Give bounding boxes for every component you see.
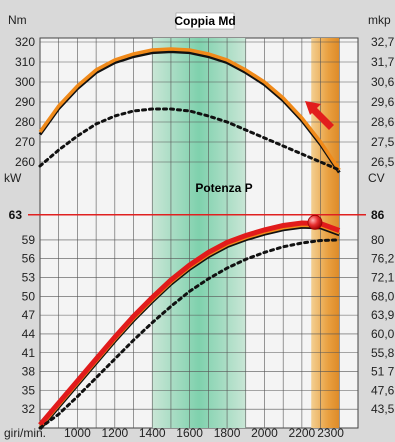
- torque-left-tick: 260: [15, 155, 35, 169]
- axis-labels: 320 310 300 290 280 270 260 32,7 31,7 30,6 29,6 28,…: [9, 35, 395, 440]
- power-right-tick: 76,2: [371, 252, 395, 266]
- power-left-tick: 35: [22, 383, 36, 397]
- torque-left-tick: 280: [15, 115, 35, 129]
- x-tick-label: 1000: [64, 426, 91, 440]
- x-tick-label: 2000: [251, 426, 278, 440]
- power-right-tick: 60,0: [371, 327, 395, 341]
- power-left-tick: 59: [22, 233, 36, 247]
- torque-left-tick: 320: [15, 35, 35, 49]
- power-curve: [38, 220, 341, 427]
- power-left-tick: 47: [22, 308, 36, 322]
- torque-title-bg: [175, 12, 235, 30]
- torque-title: Coppia Md: [174, 14, 235, 28]
- power-left-tick: 44: [22, 327, 36, 341]
- torque-right-tick: 30,6: [371, 75, 395, 89]
- power-right-tick: 68,0: [371, 289, 395, 303]
- torque-right-tick: 26,5: [371, 155, 395, 169]
- power-left-tick: 38: [22, 365, 36, 379]
- torque-left-tick: 270: [15, 135, 35, 149]
- x-tick-label: 2200: [289, 426, 316, 440]
- torque-right-tick: 32,7: [371, 35, 395, 49]
- torque-right-tick: 28,6: [371, 115, 395, 129]
- torque-right-tick: 27,5: [371, 135, 395, 149]
- left-unit-torque: Nm: [8, 13, 27, 27]
- right-unit-torque: mkp: [368, 13, 391, 27]
- power-title: Potenza P: [195, 181, 252, 195]
- left-unit-power: kW: [4, 171, 22, 185]
- power-left-tick: 50: [22, 289, 36, 303]
- x-tick-label: 1400: [139, 426, 166, 440]
- power-left-tick: 32: [22, 402, 36, 416]
- power-left-tick: 63: [9, 208, 23, 222]
- power-left-tick: 41: [22, 346, 36, 360]
- torque-left-tick: 310: [15, 55, 35, 69]
- x-axis-label: giri/min.: [4, 426, 46, 440]
- power-right-tick: 51 7: [371, 365, 395, 379]
- green-band: [152, 38, 246, 428]
- power-right-tick: 55,8: [371, 346, 395, 360]
- x-tick-label: 2300: [317, 426, 344, 440]
- torque-left-tick: 290: [15, 95, 35, 109]
- torque-right-tick: 29,6: [371, 95, 395, 109]
- power-left-tick: 56: [22, 252, 36, 266]
- torque-left-tick: 300: [15, 75, 35, 89]
- torque-curve: [38, 47, 341, 171]
- power-right-tick: 47,6: [371, 383, 395, 397]
- x-tick-label: 1200: [101, 426, 128, 440]
- power-left-tick: 53: [22, 271, 36, 285]
- power-right-tick: 72,1: [371, 271, 395, 285]
- torque-right-tick: 31,7: [371, 55, 395, 69]
- power-right-tick: 43,5: [371, 402, 395, 416]
- right-unit-power: CV: [368, 171, 385, 185]
- x-tick-label: 1800: [214, 426, 241, 440]
- max-power-marker: [307, 214, 323, 230]
- power-right-tick: 80: [371, 233, 385, 247]
- torque-curve-dotted: [38, 107, 341, 172]
- x-tick-label: 1600: [176, 426, 203, 440]
- red-arrow-icon: [305, 101, 334, 130]
- series-group: [38, 47, 341, 431]
- power-right-tick: 63,9: [371, 308, 395, 322]
- power-curve-dotted: [38, 238, 341, 430]
- power-right-tick: 86: [371, 208, 385, 222]
